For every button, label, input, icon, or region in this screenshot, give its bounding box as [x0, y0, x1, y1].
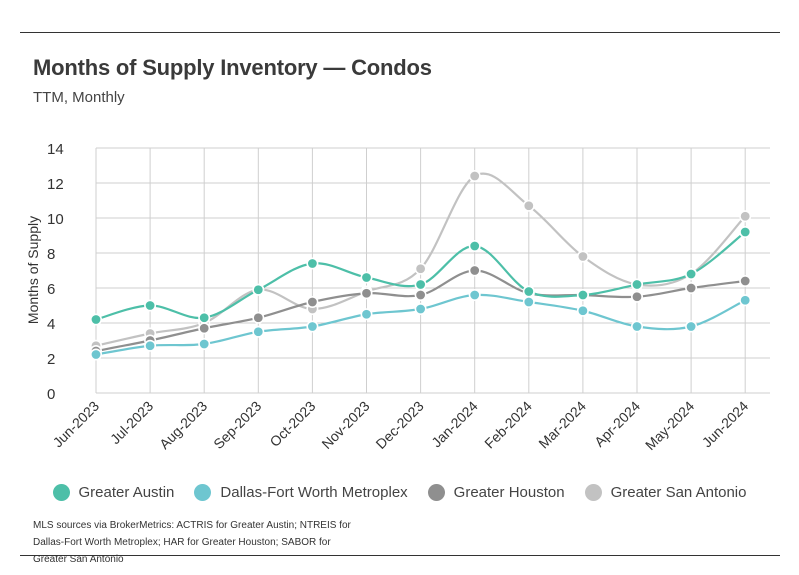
y-tick-label: 10 — [47, 211, 64, 228]
y-tick-label: 14 — [47, 141, 64, 158]
x-tick-label: Nov-2023 — [318, 398, 372, 452]
legend-marker — [427, 484, 445, 501]
chart-subtitle: TTM, Monthly — [33, 89, 125, 106]
x-tick-label: Aug-2023 — [156, 398, 210, 452]
y-tick-label: 12 — [47, 176, 64, 193]
y-axis-label: Months of Supply — [25, 216, 41, 324]
legend-item-greater-austin: Greater Austin — [52, 484, 175, 501]
x-tick-label: Sep-2023 — [210, 398, 264, 452]
data-point-dallas-fort-worth-metroplex — [90, 348, 103, 361]
x-tick-label: Oct-2023 — [266, 398, 318, 450]
y-tick-label: 0 — [47, 386, 55, 403]
data-point-dallas-fort-worth-metroplex — [414, 302, 427, 315]
y-axis-ticks: 0 2 4 6 8 10 12 14 — [47, 141, 64, 403]
data-point-dallas-fort-worth-metroplex — [360, 308, 373, 321]
data-point-dallas-fort-worth-metroplex — [252, 325, 265, 338]
data-point-dallas-fort-worth-metroplex — [739, 294, 752, 307]
data-point-greater-austin — [360, 271, 373, 284]
data-point-greater-houston — [306, 295, 319, 308]
data-point-greater-austin — [198, 311, 211, 324]
x-tick-label: Jun-2023 — [50, 398, 103, 451]
legend-label: Greater Austin — [78, 484, 175, 501]
legend-item-greater-san-antonio: Greater San Antonio — [584, 484, 747, 501]
data-point-dallas-fort-worth-metroplex — [468, 288, 481, 301]
y-tick-label: 6 — [47, 281, 55, 298]
legend-label: Greater Houston — [453, 484, 565, 501]
data-point-greater-austin — [306, 257, 319, 270]
grid-lines — [95, 147, 770, 394]
data-point-dallas-fort-worth-metroplex — [576, 304, 589, 317]
data-point-greater-san-antonio — [576, 250, 589, 263]
legend-item-greater-houston: Greater Houston — [427, 484, 565, 501]
chart-legend: Greater Austin Dallas-Fort Worth Metrople… — [0, 484, 799, 501]
legend-label: Greater San Antonio — [610, 484, 747, 501]
data-point-greater-austin — [414, 278, 427, 291]
bottom-rule — [20, 555, 780, 556]
data-point-greater-san-antonio — [468, 170, 481, 183]
data-point-greater-houston — [468, 264, 481, 277]
x-tick-label: Jun-2024 — [699, 398, 752, 451]
line-chart: 0 2 4 6 8 10 12 14 Jun-2023 Jul-2023 Aug-2023 Sep-… — [25, 141, 770, 453]
x-tick-label: May-2024 — [642, 398, 697, 453]
data-point-greater-houston — [198, 322, 211, 335]
data-point-greater-houston — [685, 281, 698, 294]
x-tick-label: Jan-2024 — [428, 398, 481, 451]
data-point-greater-houston — [414, 288, 427, 301]
legend-item-dallas-fort-worth-metroplex: Dallas-Fort Worth Metroplex — [194, 484, 408, 501]
data-point-greater-austin — [144, 299, 157, 312]
source-note: MLS sources via BrokerMetrics: ACTRIS fo… — [33, 520, 351, 565]
data-point-dallas-fort-worth-metroplex — [306, 320, 319, 333]
data-point-dallas-fort-worth-metroplex — [685, 320, 698, 333]
x-tick-label: Dec-2023 — [372, 398, 426, 452]
legend-marker — [52, 484, 70, 501]
data-point-greater-austin — [630, 278, 643, 291]
x-tick-label: Feb-2024 — [481, 398, 535, 452]
legend-marker — [194, 484, 212, 501]
data-point-greater-austin — [90, 313, 103, 326]
x-tick-label: Jul-2023 — [107, 398, 156, 447]
y-tick-label: 8 — [47, 246, 55, 263]
data-point-greater-san-antonio — [739, 210, 752, 223]
data-point-greater-austin — [685, 267, 698, 280]
x-tick-label: Mar-2024 — [535, 398, 589, 452]
top-rule — [20, 32, 780, 33]
series-points — [90, 170, 752, 361]
data-point-dallas-fort-worth-metroplex — [522, 295, 535, 308]
data-point-greater-san-antonio — [414, 262, 427, 275]
data-point-greater-austin — [739, 226, 752, 239]
x-tick-label: Apr-2024 — [591, 398, 643, 450]
data-point-dallas-fort-worth-metroplex — [630, 320, 643, 333]
data-point-dallas-fort-worth-metroplex — [144, 339, 157, 352]
y-tick-label: 4 — [47, 316, 55, 333]
y-tick-label: 2 — [47, 351, 55, 368]
data-point-greater-houston — [630, 290, 643, 303]
legend-marker — [584, 484, 602, 501]
x-axis-ticks: Jun-2023 Jul-2023 Aug-2023 Sep-2023 Oct-2023… — [50, 398, 752, 453]
data-point-greater-austin — [468, 240, 481, 253]
data-point-dallas-fort-worth-metroplex — [198, 337, 211, 350]
data-point-greater-austin — [252, 283, 265, 296]
legend-label: Dallas-Fort Worth Metroplex — [220, 484, 408, 501]
data-point-greater-houston — [252, 311, 265, 324]
chart-title: Months of Supply Inventory — Condos — [33, 55, 432, 80]
data-point-greater-austin — [576, 288, 589, 301]
data-point-greater-houston — [360, 287, 373, 300]
data-point-greater-san-antonio — [522, 199, 535, 212]
data-point-greater-austin — [522, 285, 535, 298]
data-point-greater-houston — [739, 274, 752, 287]
